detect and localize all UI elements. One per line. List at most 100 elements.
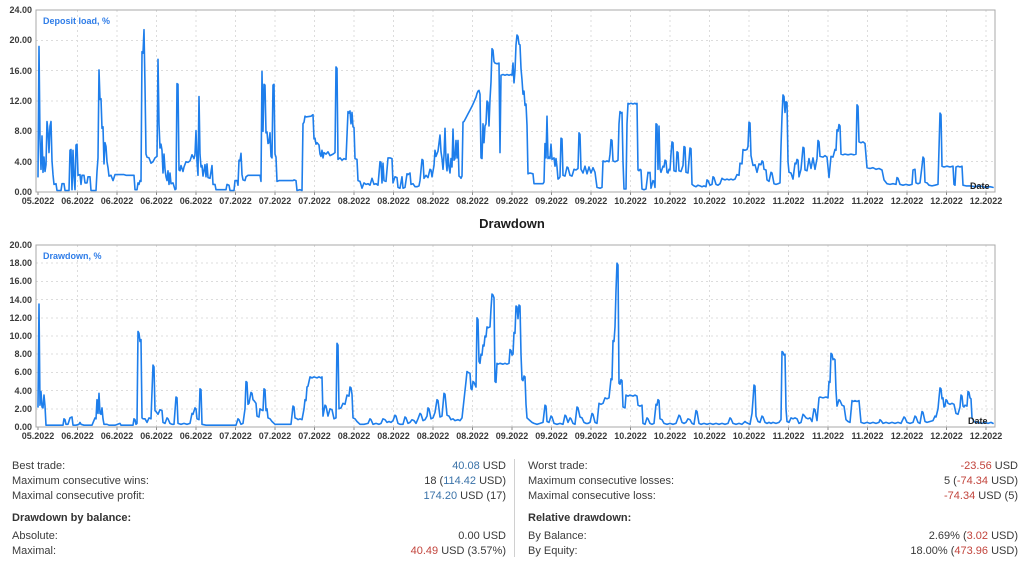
stat-value-segment: USD (3.57%): [438, 545, 506, 557]
y-tick-label: 24.00: [9, 5, 32, 15]
stat-value-segment: -74.34: [944, 490, 976, 502]
x-tick-label: 07.2022: [298, 431, 331, 441]
x-tick-label: 06.2022: [179, 196, 213, 206]
stat-row: Best trade: 40.08 USD: [12, 459, 506, 474]
stats-right-column: Worst trade: -23.56 USD Maximum consecutiv…: [528, 459, 1018, 559]
y-tick-label: 10.00: [9, 331, 32, 341]
stat-value: 40.08 USD: [452, 459, 506, 474]
y-tick-label: 12.00: [9, 96, 32, 106]
stat-label: Maximal consecutive profit:: [12, 490, 145, 502]
plot-border: [35, 9, 996, 193]
x-tick-label: 09.2022: [574, 196, 608, 206]
y-tick-label: 12.00: [9, 312, 32, 323]
drawdown-legend: Drawdown, %: [43, 251, 102, 261]
stat-value-segment: USD): [988, 545, 1018, 557]
y-tick-label: 4.00: [14, 385, 32, 396]
drawdown-date-axis-label: Date: [968, 416, 988, 426]
x-tick-label: 05.2022: [21, 431, 55, 441]
y-tick-label: 8.00: [14, 126, 32, 137]
stat-value-segment: USD): [988, 475, 1018, 487]
x-tick-label: 07.2022: [219, 431, 252, 441]
y-tick-label: 18.00: [9, 258, 32, 269]
stat-value-segment: 473.96: [954, 545, 989, 557]
stat-value: 0.00 USD: [458, 529, 506, 544]
x-tick-label: 10.2022: [614, 431, 647, 441]
x-tick-label: 10.2022: [653, 431, 687, 441]
stat-row: Maximal consecutive loss: -74.34 USD (5): [528, 489, 1018, 504]
stat-label: Maximal:: [12, 545, 57, 557]
y-tick-label: 6.00: [14, 367, 32, 378]
x-tick-label: 11.2022: [851, 196, 884, 206]
stat-value-segment: -74.34: [956, 475, 989, 487]
x-tick-label: 06.2022: [140, 431, 173, 441]
x-tick-label: 08.2022: [337, 431, 371, 441]
x-tick-label: 11.2022: [851, 431, 884, 441]
stat-label: Drawdown by balance:: [12, 512, 132, 524]
x-tick-label: 11.2022: [811, 196, 845, 206]
stat-value: 2.69% (3.02 USD): [929, 529, 1018, 544]
stat-row: Worst trade: -23.56 USD: [528, 459, 1018, 474]
x-tick-label: 08.2022: [456, 196, 489, 206]
stat-value-segment: 18.00% (: [910, 545, 955, 557]
drawdown-line: [37, 262, 994, 427]
stat-value-segment: 5 (: [944, 475, 957, 487]
stat-value: -23.56 USD: [961, 459, 1018, 474]
x-tick-label: 07.2022: [298, 196, 331, 206]
x-tick-label: 10.2022: [653, 196, 687, 206]
stat-value: 18 (114.42 USD): [424, 474, 506, 489]
stats-column-divider: [514, 459, 515, 557]
stat-value-segment: USD): [476, 475, 506, 487]
x-tick-label: 09.2022: [574, 431, 608, 441]
stat-value: 174.20 USD (17): [423, 489, 506, 504]
stat-section-header: Relative drawdown:: [528, 511, 1018, 526]
stat-value-segment: USD: [479, 460, 506, 472]
stat-value-segment: -23.56: [960, 460, 992, 472]
x-tick-label: 09.2022: [495, 196, 529, 206]
stat-label: Maximum consecutive wins:: [12, 475, 149, 487]
x-tick-label: 09.2022: [495, 431, 529, 441]
stat-value-segment: USD): [988, 530, 1018, 542]
x-tick-label: 12.2022: [930, 431, 963, 441]
x-tick-label: 12.2022: [969, 431, 1003, 441]
y-tick-label: 16.00: [9, 65, 32, 76]
x-tick-label: 07.2022: [258, 196, 292, 206]
y-tick-label: 0.00: [14, 187, 32, 197]
y-tick-label: 4.00: [14, 156, 32, 167]
y-tick-label: 16.00: [9, 276, 32, 287]
stat-value: 40.49 USD (3.57%): [411, 544, 506, 559]
x-tick-label: 12.2022: [930, 196, 963, 206]
x-tick-label: 06.2022: [61, 196, 94, 206]
stat-label: Worst trade:: [528, 460, 588, 472]
stats-left-column: Best trade: 40.08 USD Maximum consecutive …: [12, 459, 506, 559]
x-tick-label: 10.2022: [693, 431, 726, 441]
x-tick-label: 05.2022: [21, 196, 55, 206]
x-tick-label: 10.2022: [732, 196, 766, 206]
x-tick-label: 11.2022: [811, 431, 845, 441]
plot-border: [35, 244, 996, 428]
x-tick-label: 10.2022: [693, 196, 726, 206]
x-tick-label: 10.2022: [732, 431, 766, 441]
x-tick-label: 06.2022: [61, 431, 94, 441]
x-tick-label: 10.2022: [614, 196, 647, 206]
stat-label: Best trade:: [12, 460, 66, 472]
x-tick-label: 12.2022: [890, 196, 924, 206]
stat-label: Relative drawdown:: [528, 512, 632, 524]
drawdown-chart-title: Drawdown: [479, 216, 545, 231]
stat-label: Maximal consecutive loss:: [528, 490, 656, 502]
x-tick-label: 06.2022: [100, 431, 134, 441]
stat-row: Absolute: 0.00 USD: [12, 529, 506, 544]
stat-row: Maximum consecutive wins: 18 (114.42 USD): [12, 474, 506, 489]
y-tick-label: 14.00: [9, 294, 32, 305]
stat-value-segment: 40.49: [410, 545, 439, 557]
x-tick-label: 08.2022: [377, 196, 410, 206]
stat-value-segment: 3.02: [966, 530, 989, 542]
stat-value-segment: USD: [991, 460, 1018, 472]
stat-value-segment: USD (5): [975, 490, 1018, 502]
x-tick-label: 09.2022: [535, 431, 568, 441]
x-tick-label: 12.2022: [969, 196, 1003, 206]
y-tick-label: 20.00: [9, 240, 32, 250]
x-tick-label: 08.2022: [377, 431, 410, 441]
stat-label: By Equity:: [528, 545, 578, 557]
